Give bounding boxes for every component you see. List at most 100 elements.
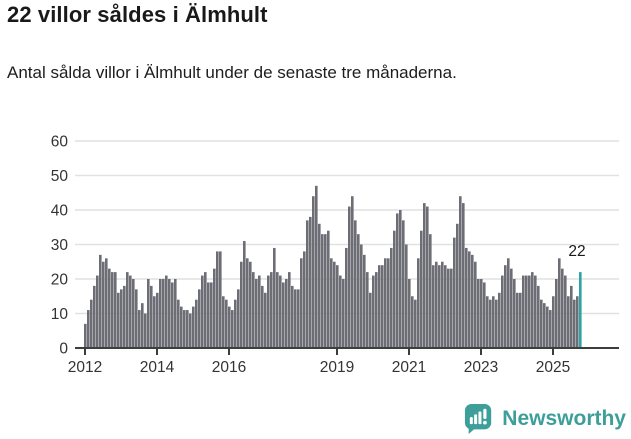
- bar: [546, 306, 549, 348]
- bar: [468, 251, 471, 348]
- bar: [201, 275, 204, 348]
- bar: [93, 285, 96, 348]
- bar: [456, 223, 459, 348]
- bar: [417, 258, 420, 348]
- bar: [189, 313, 192, 348]
- bar: [513, 279, 516, 348]
- x-tick-label: 2019: [320, 359, 354, 376]
- y-tick-label: 30: [51, 237, 69, 254]
- bar: [516, 292, 519, 348]
- bar: [309, 216, 312, 348]
- bar: [375, 272, 378, 348]
- highlight-bar: [579, 272, 582, 348]
- bar: [111, 272, 114, 348]
- bar: [567, 296, 570, 348]
- bar: [150, 285, 153, 348]
- bar: [114, 272, 117, 348]
- bar: [519, 292, 522, 348]
- bar: [303, 251, 306, 348]
- bar: [294, 289, 297, 348]
- y-tick-label: 50: [51, 168, 69, 185]
- bar: [228, 306, 231, 348]
- bar: [279, 275, 282, 348]
- bar: [522, 275, 525, 348]
- bar: [402, 220, 405, 348]
- bar: [177, 299, 180, 348]
- bar: [156, 292, 159, 348]
- bar: [183, 310, 186, 348]
- bar: [273, 247, 276, 348]
- bar: [207, 282, 210, 348]
- y-tick-label: 40: [51, 203, 69, 220]
- bar: [342, 279, 345, 348]
- bar: [366, 272, 369, 348]
- bar: [246, 258, 249, 348]
- brand-name: Newsworthy: [502, 407, 626, 430]
- y-tick-label: 0: [59, 341, 68, 358]
- bar: [528, 275, 531, 348]
- bar: [288, 272, 291, 348]
- bar: [159, 279, 162, 348]
- bar: [450, 268, 453, 348]
- bar: [84, 323, 87, 348]
- bar: [234, 299, 237, 348]
- bar: [381, 265, 384, 348]
- bar: [378, 265, 381, 348]
- bar: [108, 268, 111, 348]
- bar: [465, 247, 468, 348]
- bar: [213, 268, 216, 348]
- bar: [300, 258, 303, 348]
- bar: [165, 275, 168, 348]
- bar: [570, 285, 573, 348]
- bar: [129, 275, 132, 348]
- bar: [249, 261, 252, 348]
- bar: [441, 261, 444, 348]
- bar: [162, 279, 165, 348]
- bar: [240, 261, 243, 348]
- bar: [237, 289, 240, 348]
- x-tick-label: 2012: [68, 359, 102, 376]
- bar: [462, 203, 465, 348]
- bar: [348, 206, 351, 348]
- y-tick-label: 10: [51, 306, 69, 323]
- bar: [126, 272, 129, 348]
- bar: [102, 261, 105, 348]
- bar: [387, 258, 390, 348]
- bar: [198, 289, 201, 348]
- x-tick-label: 2023: [464, 359, 498, 376]
- bar: [276, 272, 279, 348]
- bar: [270, 272, 273, 348]
- bar: [135, 289, 138, 348]
- bar: [153, 296, 156, 348]
- y-tick-label: 20: [51, 272, 69, 289]
- bar: [561, 268, 564, 348]
- bar: [285, 279, 288, 348]
- bar: [504, 265, 507, 348]
- bar: [405, 244, 408, 348]
- bar: [510, 268, 513, 348]
- bar: [330, 258, 333, 348]
- bar: [222, 296, 225, 348]
- bar: [354, 220, 357, 348]
- bar: [498, 292, 501, 348]
- bar: [552, 296, 555, 348]
- bar: [306, 220, 309, 348]
- bar: [315, 185, 318, 348]
- bar: [231, 310, 234, 348]
- bar: [363, 254, 366, 348]
- bar: [408, 279, 411, 348]
- bar: [531, 272, 534, 348]
- bar: [225, 299, 228, 348]
- bar: [429, 234, 432, 348]
- bar: [141, 303, 144, 348]
- bar: [186, 310, 189, 348]
- bar: [339, 275, 342, 348]
- bar: [99, 254, 102, 348]
- highlight-value-label: 22: [568, 243, 585, 260]
- bar: [312, 196, 315, 348]
- bar: [477, 279, 480, 348]
- bar: [360, 244, 363, 348]
- bar: [219, 251, 222, 348]
- x-tick-label: 2014: [140, 359, 175, 376]
- bar: [489, 299, 492, 348]
